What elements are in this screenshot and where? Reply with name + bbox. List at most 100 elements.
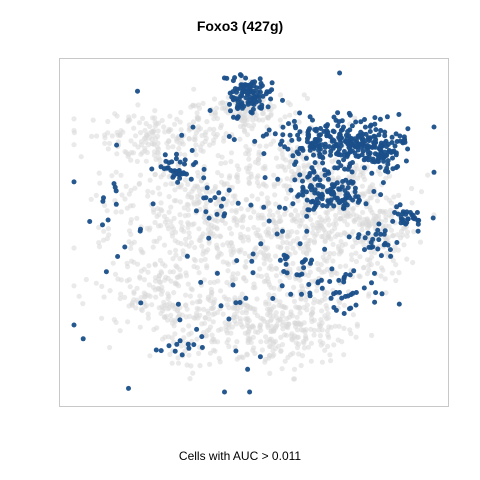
inactive-cell-point [163, 313, 169, 319]
inactive-cell-point [280, 326, 286, 332]
inactive-cell-point [337, 215, 343, 221]
inactive-cell-point [347, 327, 353, 333]
inactive-cell-point [337, 263, 343, 270]
active-cell-point [346, 180, 352, 186]
inactive-cell-point [338, 238, 344, 245]
active-cell-point [243, 295, 249, 301]
inactive-cell-point [200, 170, 206, 177]
active-cell-point [336, 277, 342, 283]
inactive-cell-point [279, 366, 285, 372]
inactive-cell-point [273, 155, 279, 161]
inactive-cell-point [245, 234, 251, 240]
inactive-cell-point [237, 295, 243, 301]
inactive-cell-point [191, 256, 197, 262]
inactive-cell-point [316, 266, 322, 273]
inactive-cell-point [309, 309, 315, 316]
inactive-cell-point [211, 347, 217, 353]
active-cell-point [194, 326, 200, 332]
inactive-cell-point [71, 116, 77, 122]
active-cell-point [317, 193, 323, 199]
active-cell-point [115, 254, 121, 259]
inactive-cell-point [331, 251, 337, 257]
inactive-cell-point [297, 217, 303, 223]
inactive-cell-point [136, 120, 143, 126]
inactive-cell-point [212, 183, 218, 190]
inactive-cell-point [204, 200, 210, 206]
inactive-cell-point [172, 331, 178, 337]
inactive-cell-point [308, 326, 314, 332]
inactive-cell-point [178, 184, 184, 190]
active-cell-point [373, 127, 379, 133]
inactive-cell-point [137, 274, 143, 280]
active-cell-point [71, 179, 77, 185]
active-cell-point [257, 354, 263, 360]
inactive-cell-point [278, 334, 284, 340]
inactive-cell-point [146, 142, 152, 148]
inactive-cell-point [123, 183, 129, 189]
active-cell-point [204, 185, 210, 191]
active-cell-point [198, 279, 204, 285]
active-cell-point [343, 272, 349, 277]
inactive-cell-point [207, 361, 213, 367]
active-cell-point [293, 125, 299, 131]
inactive-cell-point [186, 331, 192, 337]
inactive-cell-point [251, 224, 257, 231]
inactive-cell-point [138, 142, 145, 148]
inactive-cell-point [167, 351, 173, 357]
active-cell-point [259, 105, 264, 111]
inactive-cell-point [147, 353, 153, 359]
inactive-cell-point [155, 140, 161, 146]
active-cell-point [268, 96, 274, 102]
active-cell-point [297, 146, 303, 151]
inactive-cell-point [278, 348, 284, 354]
inactive-cell-point [280, 310, 286, 316]
active-cell-point [324, 203, 330, 209]
active-cell-point [216, 190, 222, 196]
inactive-cell-point [143, 158, 149, 164]
inactive-cell-point [350, 244, 356, 250]
inactive-cell-point [193, 142, 199, 148]
inactive-cell-point [71, 283, 77, 289]
inactive-cell-point [337, 300, 343, 306]
active-cell-point [358, 141, 364, 147]
inactive-cell-point [80, 301, 86, 307]
inactive-cell-point [150, 115, 156, 121]
inactive-cell-point [197, 312, 203, 318]
active-cell-point [306, 173, 312, 179]
active-cell-point [274, 231, 280, 237]
active-cell-point [179, 132, 185, 138]
inactive-cell-point [409, 200, 415, 206]
active-cell-point [383, 153, 389, 159]
inactive-cell-point [282, 211, 288, 217]
inactive-cell-point [286, 232, 292, 239]
active-cell-point [257, 89, 263, 95]
inactive-cell-point [183, 292, 189, 298]
active-cell-point [378, 128, 384, 133]
inactive-cell-point [240, 324, 246, 330]
inactive-cell-point [226, 305, 232, 311]
inactive-cell-point [417, 239, 424, 245]
inactive-cell-point [186, 136, 192, 142]
active-cell-point [235, 200, 241, 206]
active-cell-point [353, 119, 359, 125]
inactive-cell-point [141, 290, 147, 296]
inactive-cell-point [151, 141, 157, 147]
inactive-cell-point [257, 143, 263, 149]
active-cell-point [300, 192, 306, 198]
active-cell-point [305, 207, 311, 213]
inactive-cell-point [329, 228, 335, 234]
active-cell-point [296, 136, 302, 142]
inactive-cell-point [230, 271, 236, 277]
active-cell-point [175, 301, 181, 307]
active-cell-point [308, 260, 313, 266]
inactive-cell-point [238, 77, 245, 83]
inactive-cell-point [191, 86, 197, 92]
inactive-cell-point [261, 261, 267, 267]
inactive-cell-point [410, 259, 416, 266]
active-cell-point [378, 231, 383, 237]
active-cells-layer [71, 70, 437, 395]
inactive-cell-point [172, 121, 178, 127]
inactive-cell-point [102, 140, 108, 146]
inactive-cell-point [147, 293, 153, 299]
active-cell-point [341, 279, 347, 285]
